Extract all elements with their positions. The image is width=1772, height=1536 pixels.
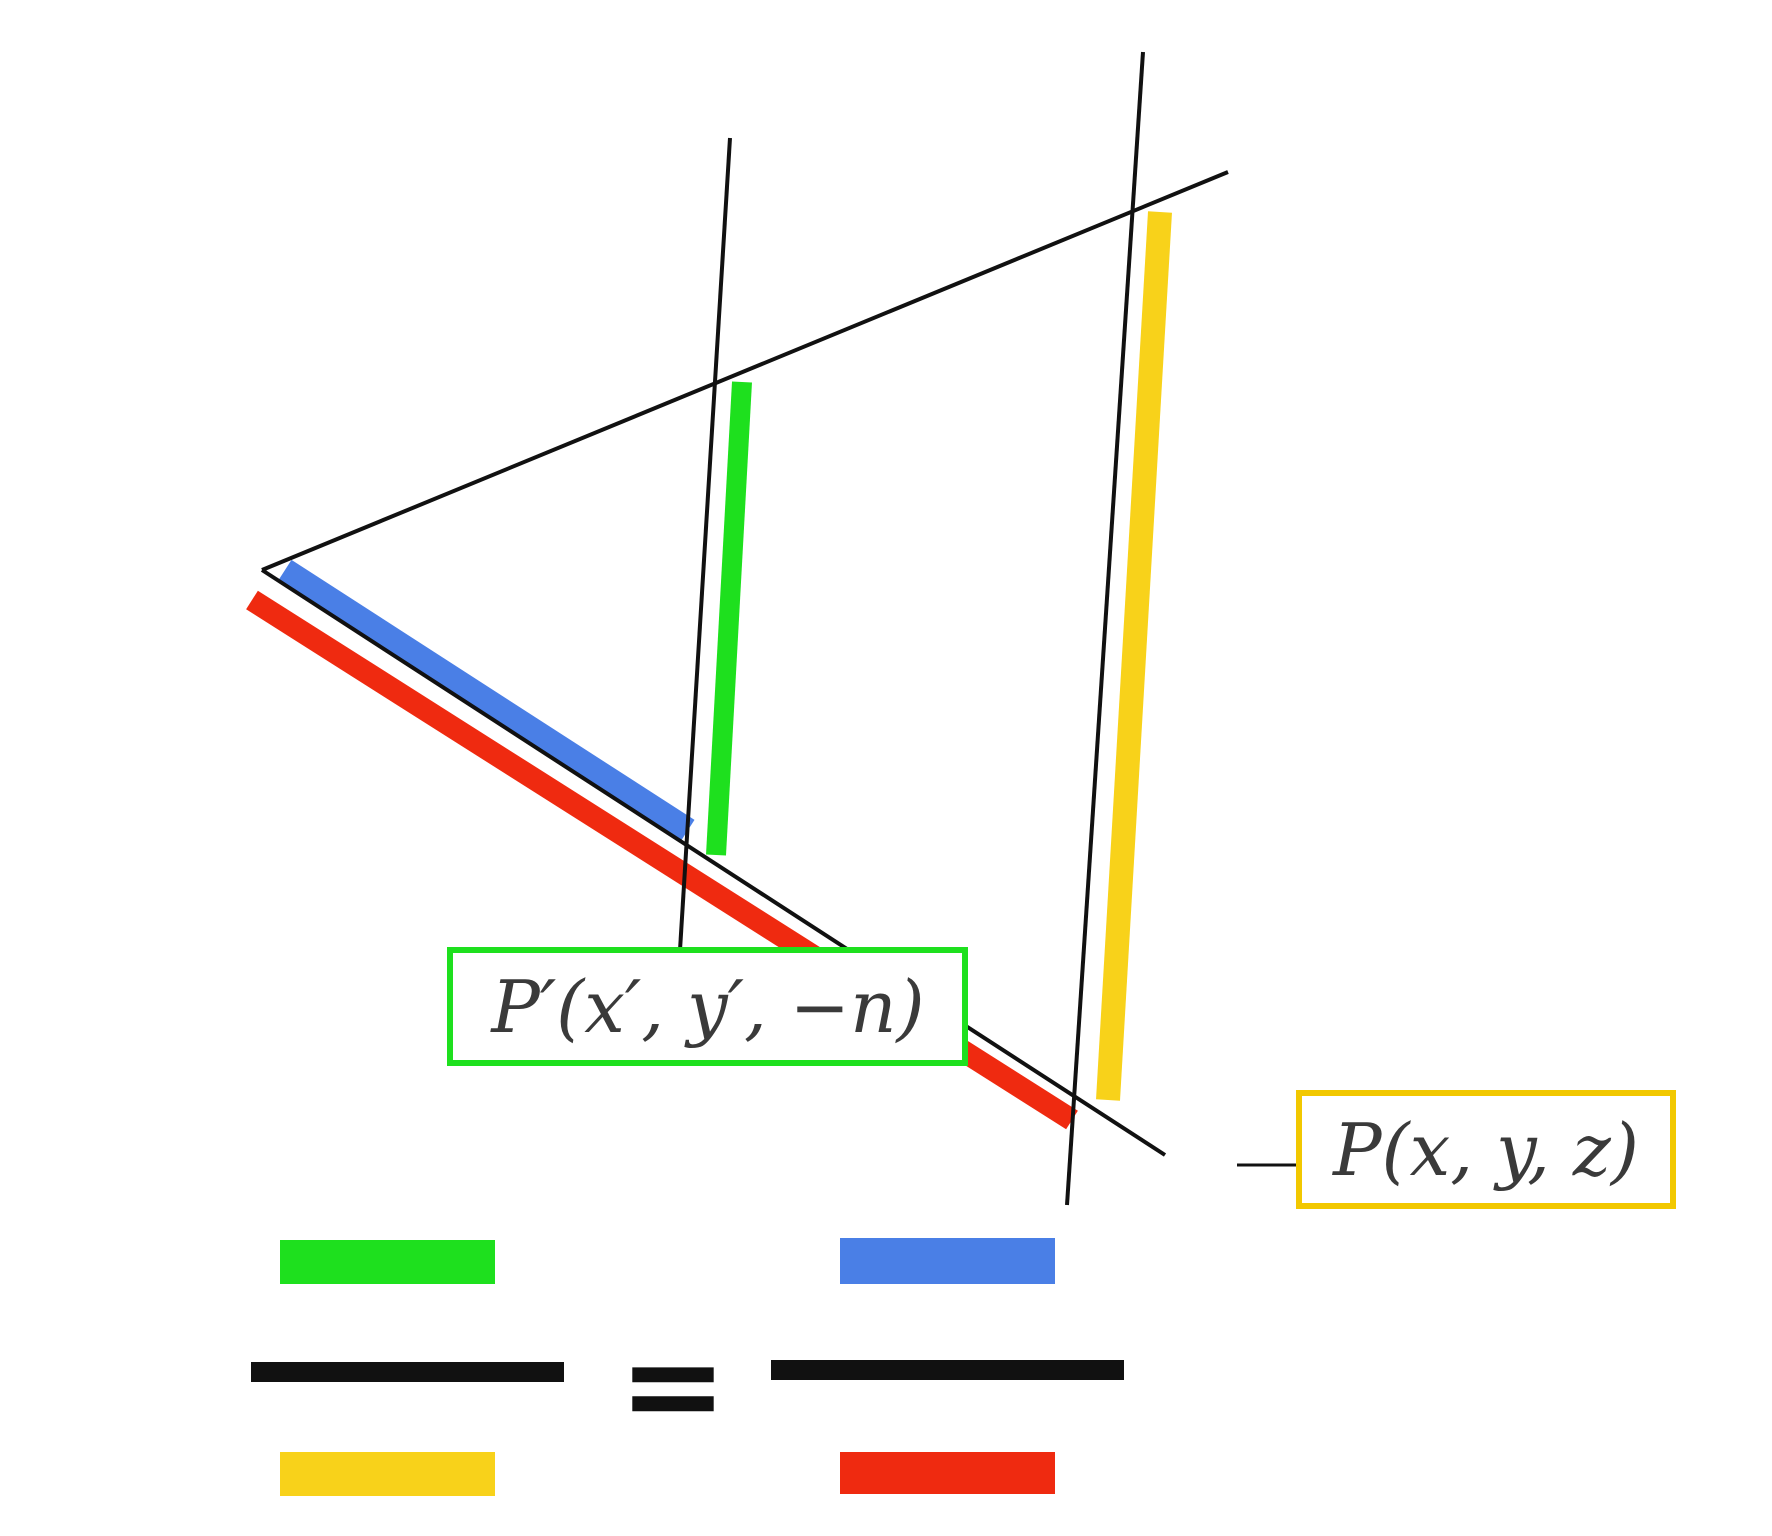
equation-equals-sign: = bbox=[619, 1309, 728, 1461]
original-point-label: P(x, y, z) bbox=[1331, 1108, 1639, 1192]
green-segment bbox=[706, 381, 752, 856]
projected-point-label: P′(x′, y′, −n) bbox=[489, 965, 924, 1049]
frustum-upper-ray bbox=[261, 170, 1229, 572]
equation-right-fraction-bar bbox=[771, 1360, 1124, 1380]
equation-left-fraction-bar bbox=[251, 1362, 564, 1382]
far-plane-line bbox=[1065, 51, 1145, 1206]
equation-green-swatch bbox=[280, 1240, 495, 1284]
original-point-label-box bbox=[1296, 1090, 1676, 1209]
blue-segment bbox=[278, 559, 695, 841]
projected-point-label-box bbox=[447, 947, 968, 1066]
equation-blue-swatch bbox=[840, 1238, 1055, 1284]
equation-yellow-swatch bbox=[280, 1452, 495, 1496]
frustum-lower-ray bbox=[260, 568, 1167, 1157]
near-plane-line bbox=[678, 137, 732, 951]
equation-red-swatch bbox=[840, 1452, 1055, 1494]
yellow-segment bbox=[1096, 211, 1172, 1101]
